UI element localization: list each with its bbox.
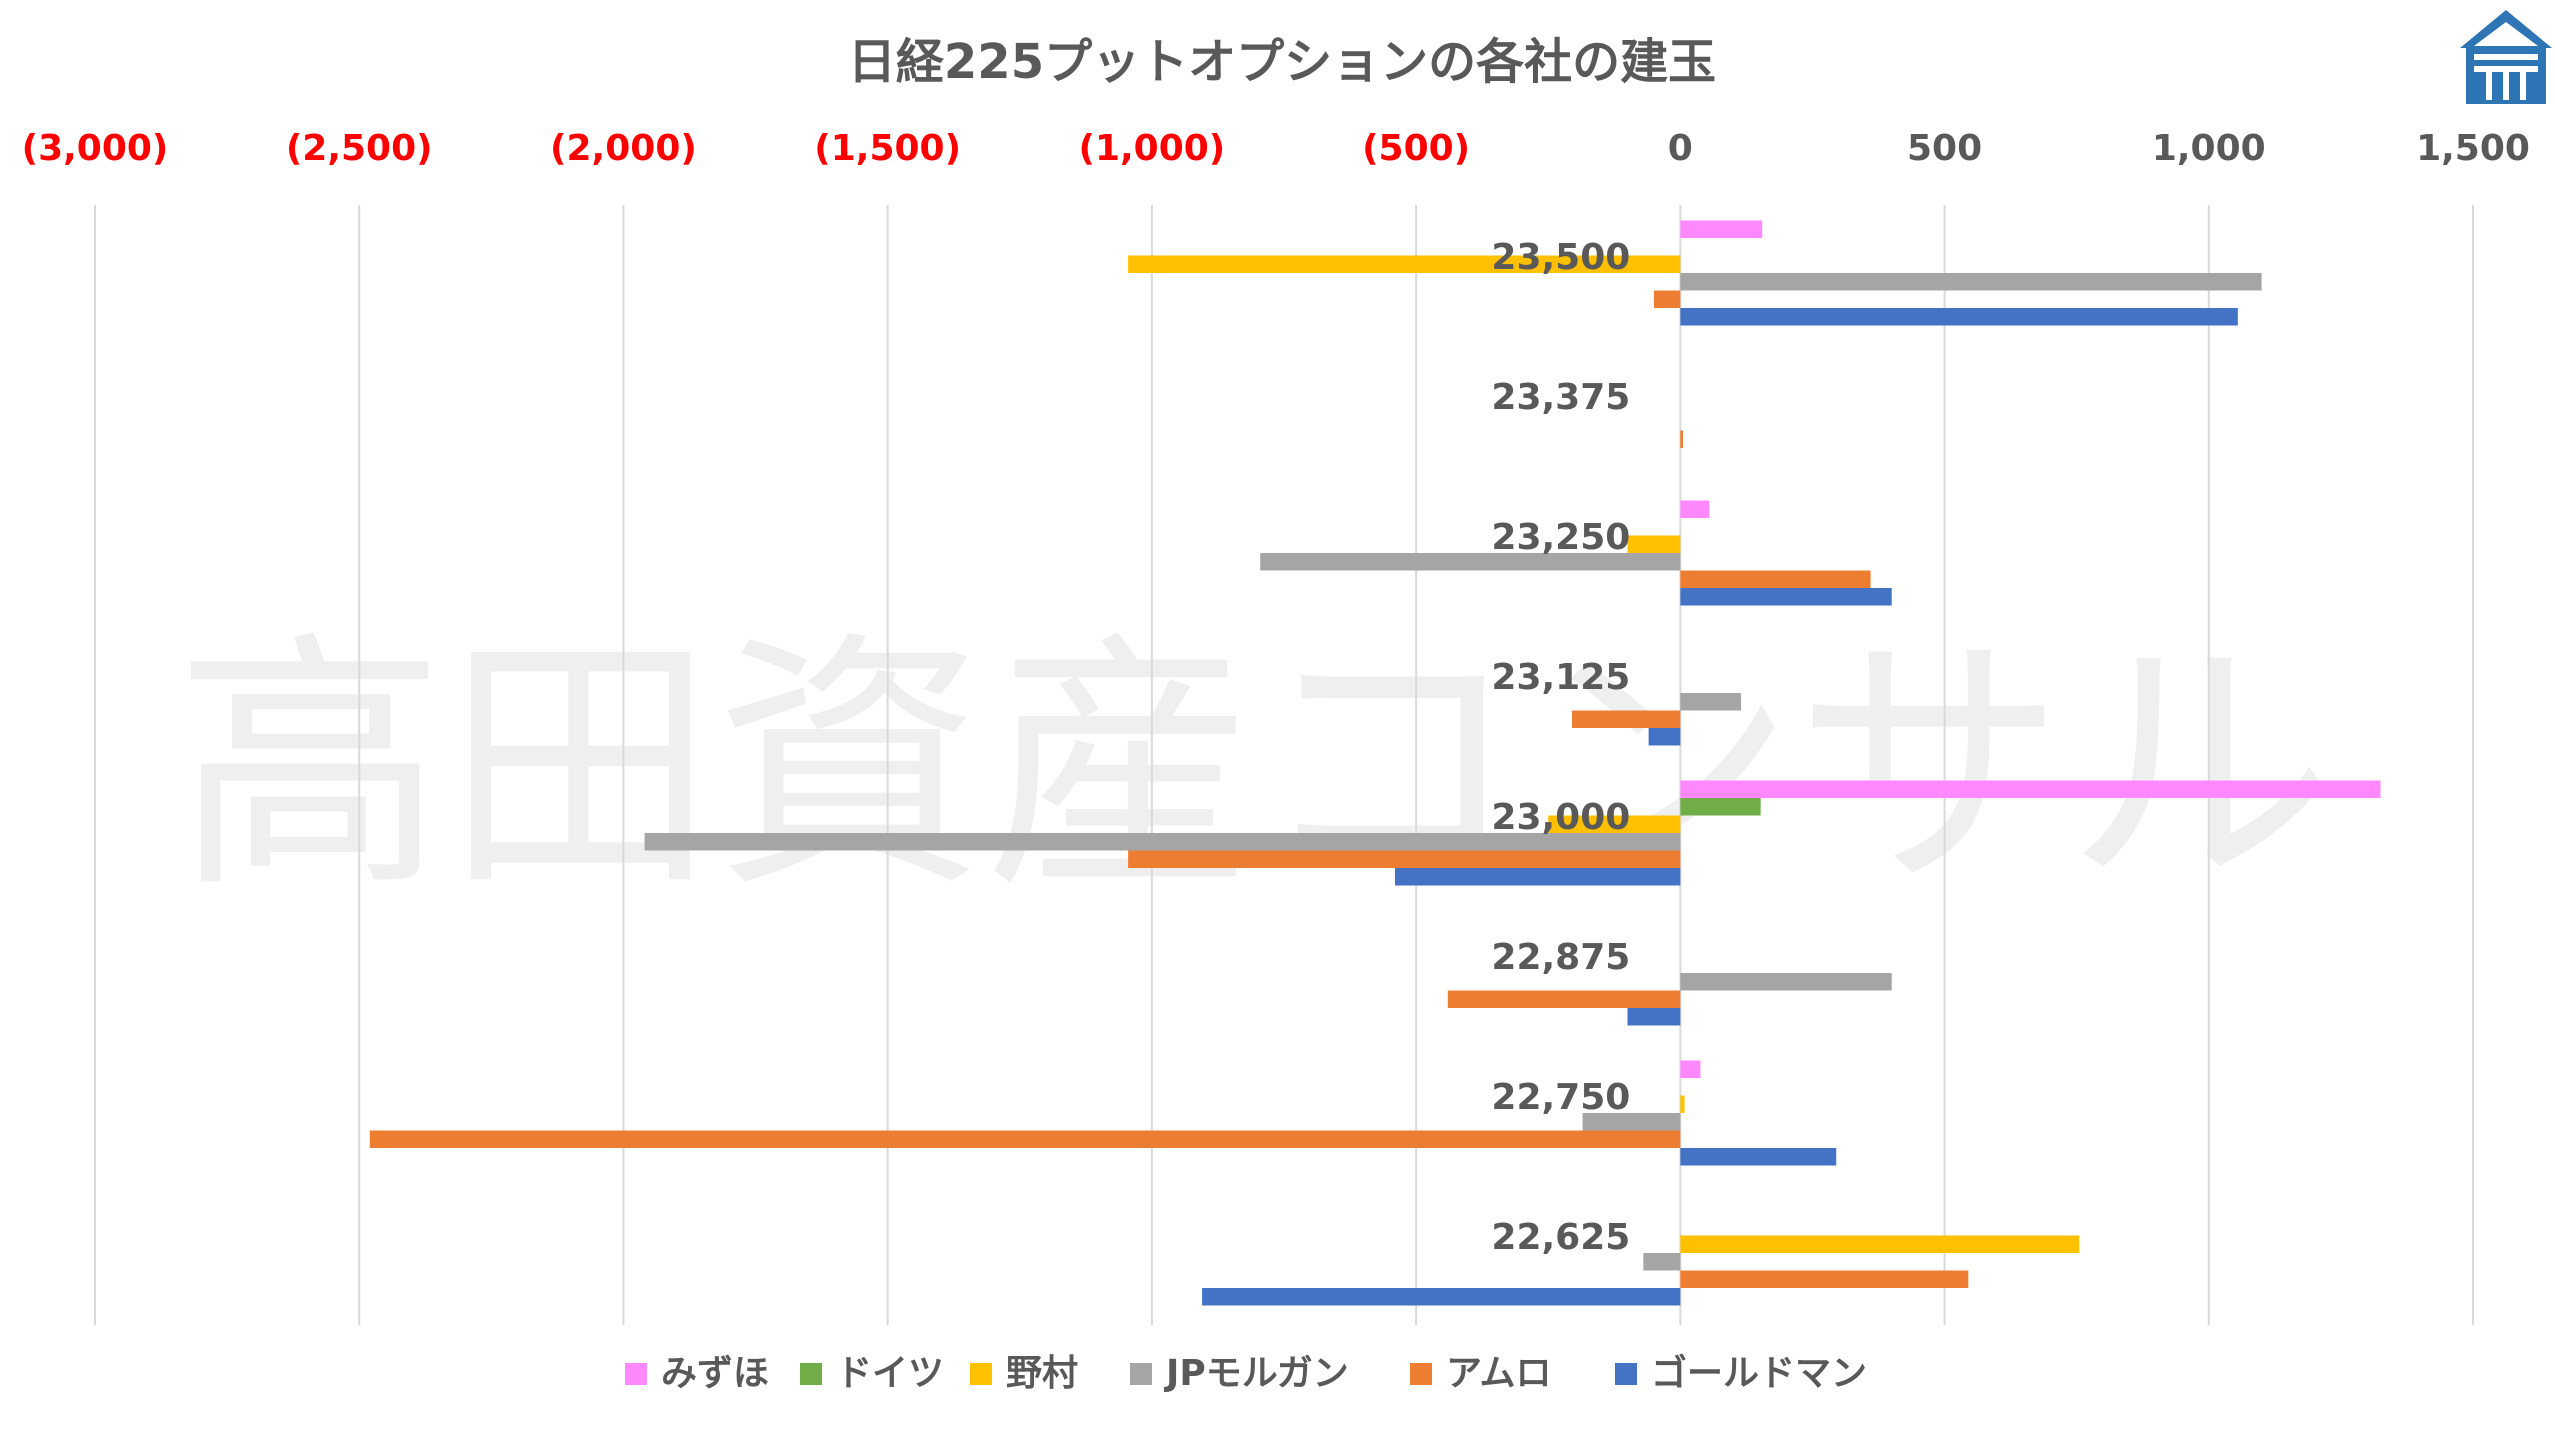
bar bbox=[1680, 1060, 1701, 1078]
category-label: 23,500 bbox=[1491, 237, 1630, 278]
legend: みずほ ドイツ 野村 JPモルガン アムロ ゴールドマン bbox=[625, 1352, 1867, 1394]
bar bbox=[1648, 728, 1681, 746]
bar bbox=[644, 833, 1681, 851]
bar bbox=[1680, 1095, 1685, 1113]
category-label: 22,625 bbox=[1491, 1217, 1630, 1258]
bar bbox=[1680, 1148, 1837, 1166]
legend-label: 野村 bbox=[1006, 1353, 1078, 1394]
legend-label: JPモルガン bbox=[1163, 1353, 1349, 1394]
bar bbox=[1582, 1113, 1681, 1131]
watermark-text: 高田資産コンサル bbox=[175, 609, 2335, 924]
x-tick-label: (2,500) bbox=[286, 128, 433, 169]
category-label: 23,250 bbox=[1491, 517, 1630, 558]
legend-label: ゴールドマン bbox=[1651, 1352, 1867, 1394]
bar bbox=[1627, 535, 1681, 553]
legend-swatch bbox=[1615, 1363, 1637, 1385]
x-tick-label: 1,000 bbox=[2152, 128, 2266, 169]
legend-label: アムロ bbox=[1446, 1353, 1551, 1394]
bar bbox=[1680, 798, 1761, 816]
bar bbox=[1680, 570, 1871, 588]
bar bbox=[1680, 973, 1892, 991]
category-label: 22,875 bbox=[1491, 937, 1630, 978]
bar bbox=[1680, 220, 1763, 238]
chart-title: 日経225プットオプションの各社の建玉 bbox=[848, 34, 1716, 90]
bar bbox=[1680, 308, 2238, 326]
x-tick-label: (1,500) bbox=[814, 128, 961, 169]
bar bbox=[1627, 1008, 1681, 1026]
bar bbox=[1447, 990, 1681, 1008]
bar bbox=[1680, 780, 2381, 798]
x-tick-label: (1,000) bbox=[1078, 128, 1225, 169]
legend-swatch bbox=[625, 1363, 647, 1385]
x-tick-label: (3,000) bbox=[22, 128, 169, 169]
x-tick-label: 500 bbox=[1907, 128, 1982, 169]
legend-swatch bbox=[970, 1363, 992, 1385]
bar bbox=[1680, 500, 1710, 518]
legend-swatch bbox=[800, 1363, 822, 1385]
bar bbox=[1680, 1270, 1969, 1288]
category-label: 23,125 bbox=[1491, 657, 1630, 698]
legend-swatch bbox=[1130, 1363, 1152, 1385]
bar bbox=[369, 1130, 1681, 1148]
bar bbox=[1680, 273, 2262, 291]
bar bbox=[1548, 815, 1681, 833]
bar bbox=[1653, 290, 1681, 308]
legend-label: みずほ bbox=[661, 1353, 769, 1394]
bar bbox=[1572, 710, 1681, 728]
bar bbox=[1680, 588, 1892, 606]
legend-swatch bbox=[1410, 1363, 1432, 1385]
bar bbox=[1680, 693, 1742, 711]
category-label: 23,000 bbox=[1491, 797, 1630, 838]
category-label: 23,375 bbox=[1491, 377, 1630, 418]
bar bbox=[1643, 1253, 1681, 1271]
bar bbox=[1202, 1288, 1681, 1306]
x-tick-label: (2,000) bbox=[550, 128, 697, 169]
x-tick-label: 0 bbox=[1668, 128, 1693, 169]
bar bbox=[1394, 868, 1681, 886]
category-label: 22,750 bbox=[1491, 1077, 1630, 1118]
bar bbox=[1260, 553, 1681, 571]
x-tick-label: (500) bbox=[1362, 128, 1470, 169]
house-logo-icon bbox=[2460, 10, 2552, 104]
bar bbox=[1680, 1235, 2080, 1253]
legend-label: ドイツ bbox=[836, 1353, 944, 1394]
x-tick-label: 1,500 bbox=[2416, 128, 2530, 169]
bar bbox=[1128, 850, 1681, 868]
bar bbox=[1680, 430, 1683, 448]
bar bbox=[1128, 255, 1681, 273]
